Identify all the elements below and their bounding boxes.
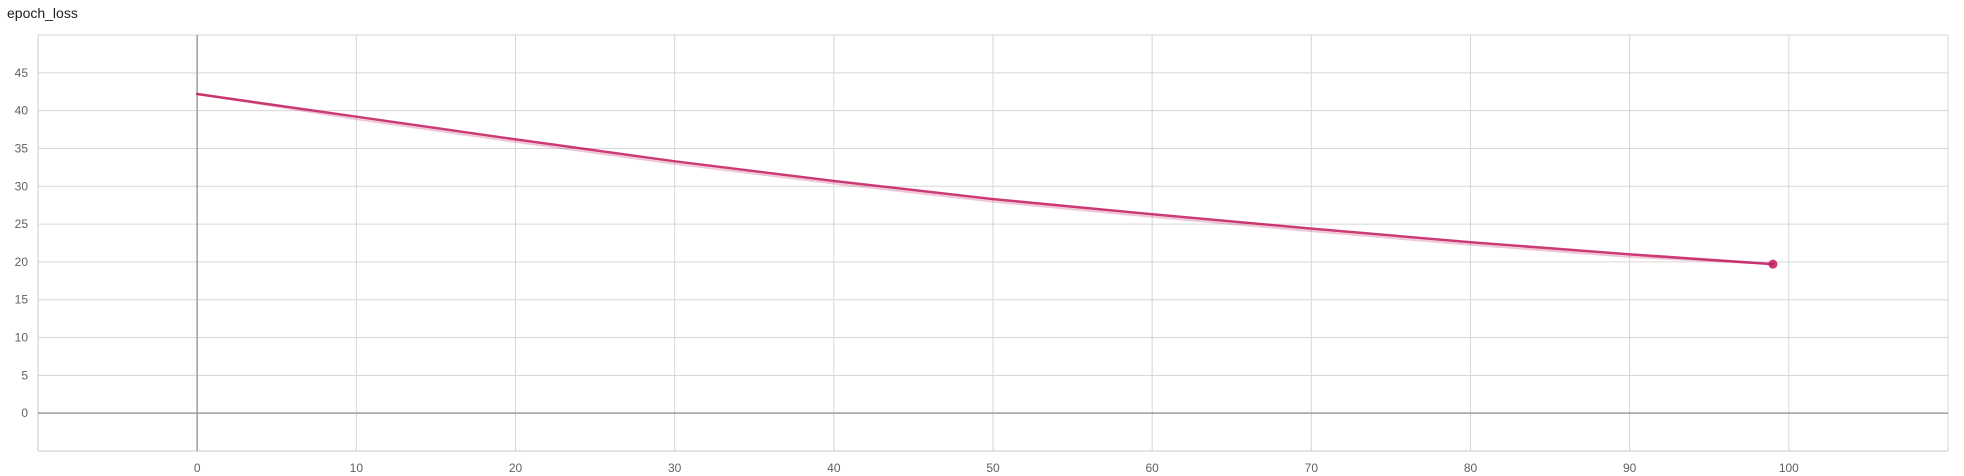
y-tick-label: 40 <box>15 104 29 118</box>
x-tick-label: 40 <box>827 461 841 475</box>
x-tick-label: 90 <box>1623 461 1637 475</box>
axes <box>37 35 1948 452</box>
y-tick-label: 15 <box>15 293 29 307</box>
series-line <box>195 92 1775 266</box>
y-tick-label: 45 <box>15 66 29 80</box>
y-tick-label: 25 <box>15 217 29 231</box>
x-tick-label: 100 <box>1779 461 1799 475</box>
series-last-point <box>1768 259 1778 269</box>
series-raw-line <box>197 93 1773 266</box>
x-tick-label: 20 <box>509 461 523 475</box>
y-tick-label: 35 <box>15 141 29 155</box>
x-tick-label: 60 <box>1145 461 1159 475</box>
x-tick-label: 50 <box>986 461 1000 475</box>
y-tick-label: 20 <box>15 255 29 269</box>
x-tick-label: 70 <box>1305 461 1319 475</box>
y-tick-label: 0 <box>21 406 28 420</box>
x-tick-label: 0 <box>194 461 201 475</box>
chart-title: epoch_loss <box>7 5 78 21</box>
y-tick-label: 30 <box>15 179 29 193</box>
x-tick-label: 10 <box>350 461 364 475</box>
x-tick-label: 30 <box>668 461 682 475</box>
x-tick-label: 80 <box>1464 461 1478 475</box>
tick-labels: 0 5 10 15 20 25 30 35 40 45 0 10 20 30 40 50 60 70 80 90 100 <box>15 66 1800 475</box>
y-tick-label: 5 <box>21 368 28 382</box>
y-tick-label: 10 <box>15 331 29 345</box>
series-layer <box>195 92 1778 269</box>
grid-lines <box>38 34 1949 451</box>
